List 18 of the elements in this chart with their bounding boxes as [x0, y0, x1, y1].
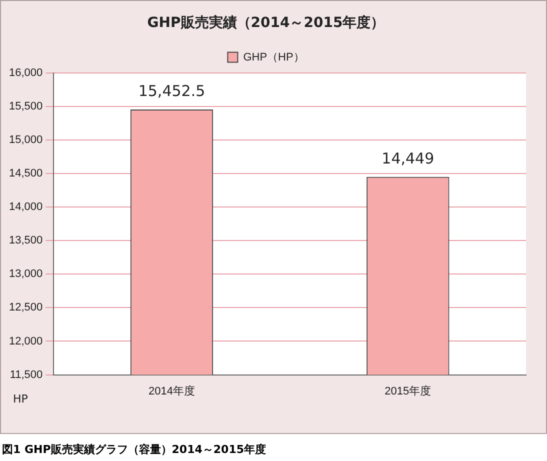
- y-tick-label: 14,500: [8, 168, 43, 180]
- y-tick-label: 11,500: [10, 368, 43, 381]
- x-tick-label: 2014年度: [148, 384, 195, 398]
- data-label: 15,452.5: [138, 82, 206, 100]
- y-tick-label: 14,000: [8, 201, 43, 214]
- y-tick-label: 15,500: [8, 100, 43, 112]
- caption: 図1 GHP販売実績グラフ（容量）2014～2015年度: [1, 442, 268, 458]
- y-tick-label: 16,000: [8, 66, 43, 79]
- x-tick-label: 2015年度: [384, 384, 432, 398]
- y-tick-label: 12,000: [8, 335, 43, 348]
- y-tick-label: 13,500: [8, 234, 43, 247]
- y-tick-label: 13,000: [8, 268, 43, 280]
- data-label: 14,449: [382, 149, 434, 168]
- legend-label: GHP（HP）: [243, 51, 304, 64]
- chart-title: GHP販売実績（2014～2015年度）: [147, 14, 385, 32]
- y-tick-label: 12,500: [8, 302, 43, 314]
- y-axis-title: HP: [13, 392, 28, 406]
- y-tick-label: 15,000: [8, 134, 43, 146]
